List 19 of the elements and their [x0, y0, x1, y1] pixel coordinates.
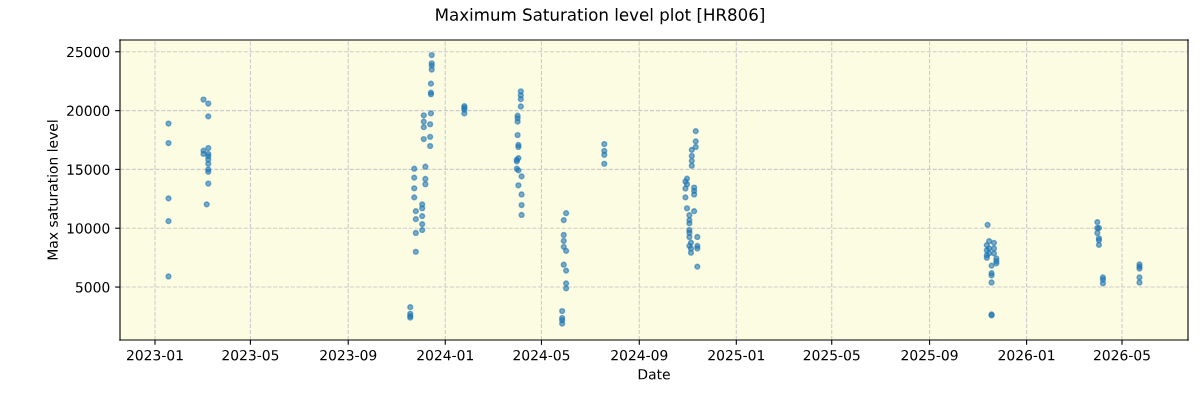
x-tick-label: 2023-01 [126, 349, 183, 361]
y-tick-label: 5000 [76, 282, 110, 293]
x-tick-label: 2025-09 [901, 349, 958, 361]
x-axis-title: Date [638, 369, 670, 380]
x-tick-label: 2025-05 [803, 349, 860, 361]
x-tick-label: 2025-01 [708, 349, 765, 361]
x-tick-label: 2024-01 [417, 349, 473, 361]
y-tick-label: 25000 [67, 46, 110, 58]
x-tick-label: 2024-09 [611, 349, 668, 361]
y-tick-label: 10000 [67, 223, 110, 234]
y-tick-label: 15000 [67, 164, 110, 175]
y-axis-title: Max saturation level [47, 120, 58, 260]
y-tick-label: 20000 [67, 105, 110, 117]
chart-title: Maximum Saturation level plot [HR806] [436, 8, 764, 25]
x-tick-label: 2023-05 [222, 349, 279, 361]
x-tick-label: 2024-05 [513, 349, 570, 361]
x-tick-label: 2026-01 [998, 349, 1055, 361]
x-tick-label: 2023-09 [320, 349, 377, 361]
x-tick-label: 2026-05 [1094, 349, 1150, 361]
